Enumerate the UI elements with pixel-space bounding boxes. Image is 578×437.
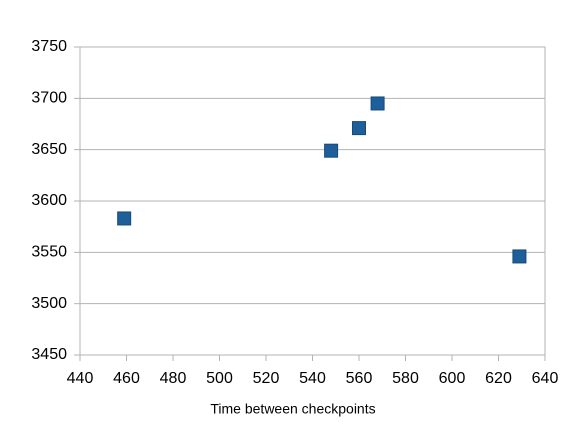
y-tick-label: 3450 — [31, 346, 67, 363]
point — [512, 249, 527, 264]
point — [117, 211, 132, 226]
x-tick-label: 600 — [439, 370, 466, 387]
point — [324, 143, 339, 158]
x-tick-label: 640 — [532, 370, 559, 387]
y-tick-label: 3500 — [31, 295, 67, 312]
point — [370, 96, 385, 111]
y-tick-label: 3600 — [31, 192, 67, 209]
x-tick-label: 520 — [253, 370, 280, 387]
point — [352, 121, 366, 136]
x-tick-label: 560 — [346, 370, 373, 387]
x-tick-label: 480 — [160, 370, 187, 387]
x-tick-label: 460 — [113, 370, 140, 387]
y-tick-label: 3750 — [31, 38, 67, 55]
y-tick-label: 3650 — [31, 141, 67, 158]
y-tick-label: 3550 — [31, 244, 67, 261]
x-tick-label: 500 — [206, 370, 233, 387]
plot-border — [79, 46, 546, 356]
x-axis-title: Time between checkpoints — [210, 401, 375, 417]
x-tick-label: 580 — [392, 370, 419, 387]
x-tick-label: 620 — [485, 370, 512, 387]
y-tick-label: 3700 — [31, 90, 67, 107]
x-tick-label: 540 — [299, 370, 326, 387]
x-tick-label: 440 — [67, 370, 94, 387]
